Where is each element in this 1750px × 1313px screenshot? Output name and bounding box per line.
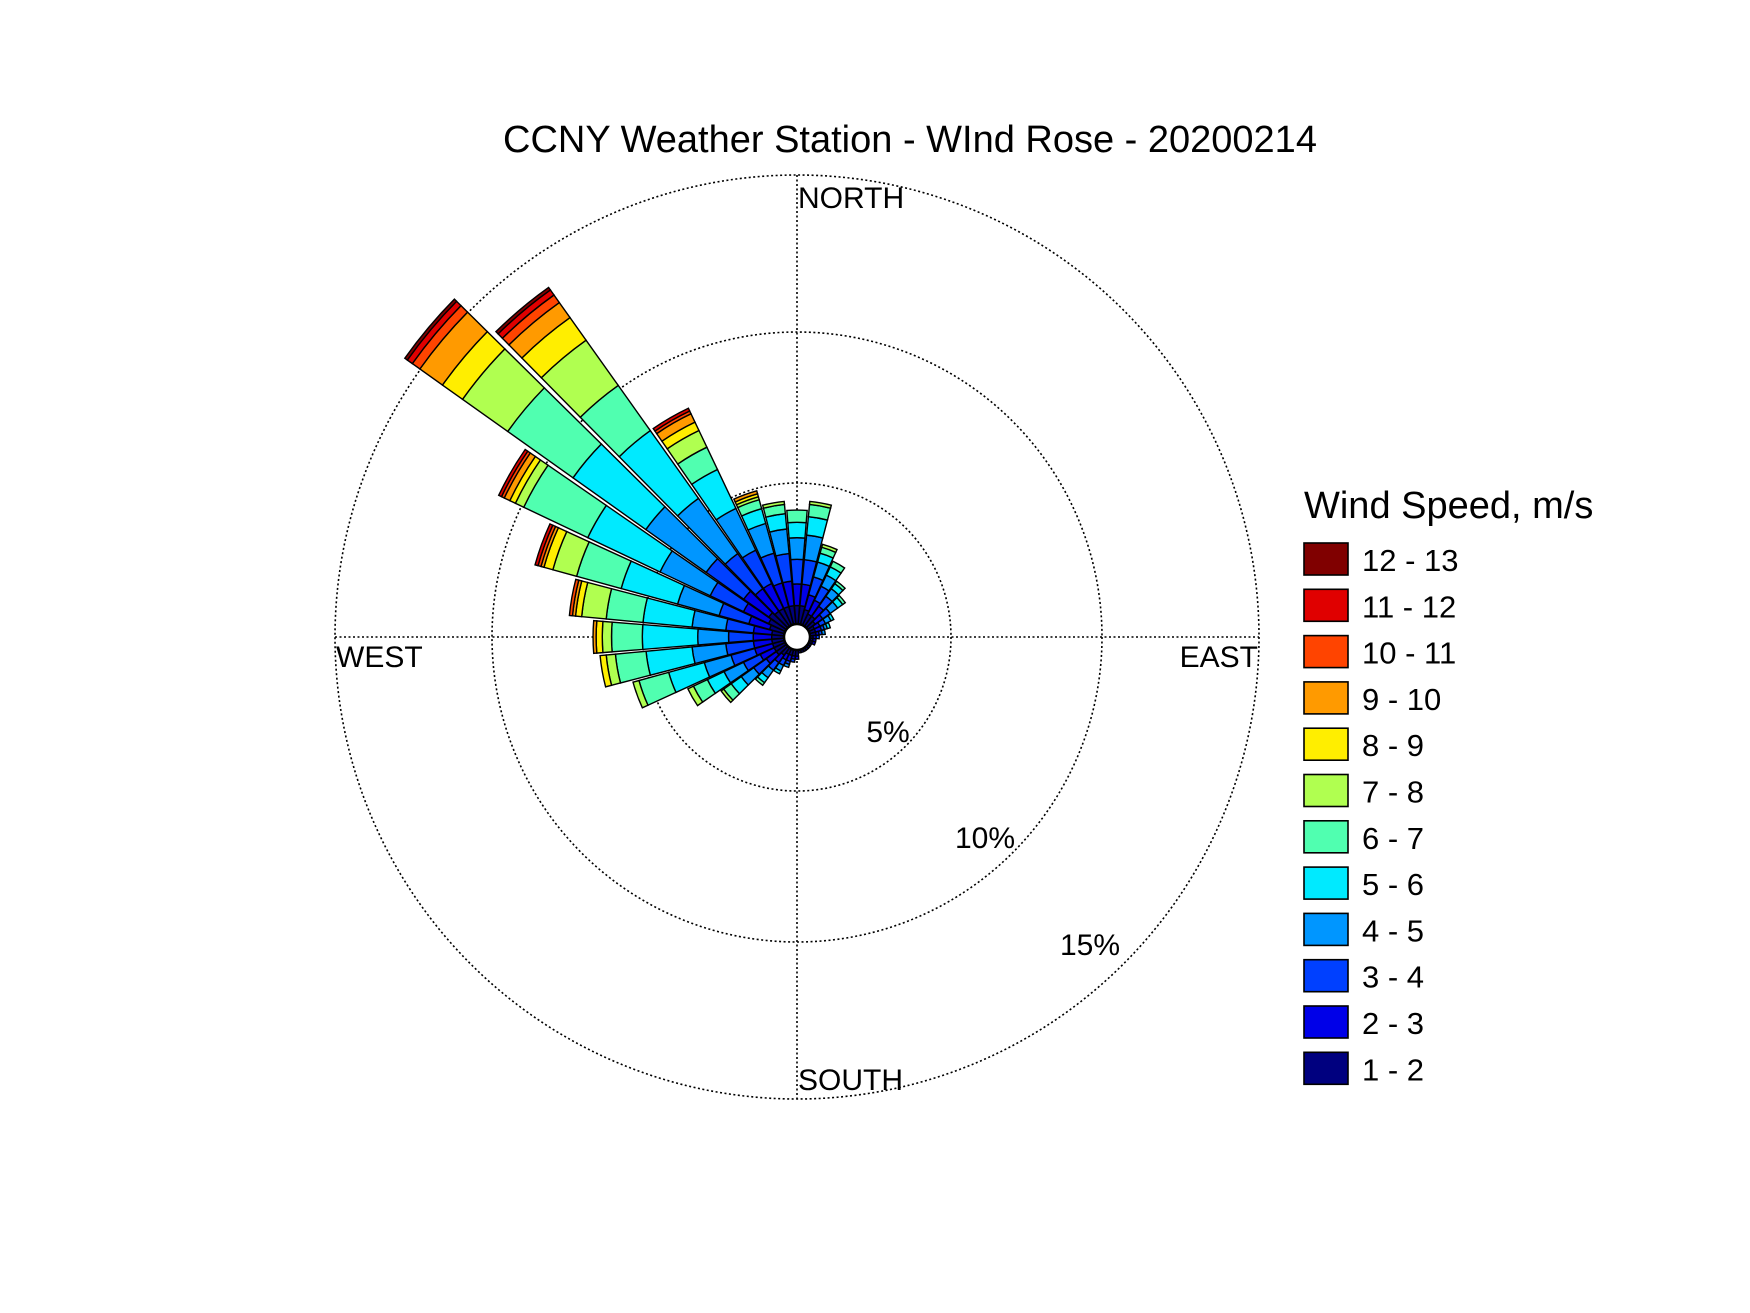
- sector-270-bin-6: [601, 620, 613, 654]
- sector-20-bin-6: [820, 543, 838, 554]
- sector-300-bin-10: [497, 448, 529, 498]
- legend-swatch-11: [1303, 542, 1349, 576]
- legend-label-0: 1 - 2: [1362, 1052, 1424, 1087]
- sector-0-bin-3: [788, 537, 806, 561]
- legend-label-1: 2 - 3: [1362, 1006, 1424, 1041]
- legend-swatch-1: [1303, 1005, 1349, 1039]
- direction-label-west: WEST: [336, 641, 423, 674]
- direction-label-north: NORTH: [798, 182, 904, 215]
- sector-280-bin-9: [568, 578, 580, 617]
- legend: 12 - 13 11 - 12 10 - 11 9 - 10 8 - 9 7 - 8 6 -…: [1303, 542, 1459, 1087]
- sector-310-bin-11: [403, 298, 458, 362]
- sector-110-bin-1: [810, 640, 817, 646]
- polar-grid: [334, 174, 1260, 1100]
- sector-290-bin-10: [534, 522, 554, 567]
- sector-0-bin-5: [786, 509, 808, 524]
- legend-swatch-9: [1303, 634, 1349, 669]
- legend-swatch-7: [1303, 727, 1349, 762]
- ring-label-15: 15%: [1060, 929, 1120, 962]
- sector-230-bin-6: [720, 688, 734, 704]
- sector-330-bin-10: [652, 407, 691, 433]
- sector-240-bin-6: [686, 685, 704, 707]
- legend-label-8: 9 - 10: [1362, 682, 1441, 717]
- sector-40-bin-5: [833, 580, 847, 592]
- sector-80-bin-3: [820, 628, 827, 636]
- legend-label-2: 3 - 4: [1362, 960, 1424, 995]
- legend-label-4: 5 - 6: [1362, 867, 1424, 902]
- sector-270-bin-5: [610, 621, 644, 653]
- direction-label-east: EAST: [1180, 641, 1258, 674]
- chart-title: CCNY Weather Station - WInd Rose - 20200…: [503, 119, 1317, 161]
- legend-label-3: 4 - 5: [1362, 913, 1424, 948]
- sector-320-bin-11: [494, 286, 552, 335]
- sector-260-bin-7: [599, 654, 613, 688]
- sector-0-bin-4: [787, 521, 807, 539]
- sector-270-bin-4: [641, 623, 699, 651]
- legend-title: Wind Speed, m/s: [1304, 485, 1593, 527]
- legend-swatch-10: [1303, 588, 1349, 623]
- ring-label-5: 5%: [866, 716, 909, 749]
- legend-swatch-5: [1303, 819, 1349, 854]
- sector-270-bin-3: [697, 628, 730, 646]
- sector-220-bin-5: [754, 675, 766, 687]
- legend-swatch-3: [1303, 912, 1349, 947]
- legend-label-10: 11 - 12: [1362, 589, 1456, 624]
- sector-270-bin-8: [592, 619, 598, 655]
- direction-label-south: SOUTH: [798, 1064, 903, 1097]
- legend-swatch-8: [1303, 681, 1349, 715]
- legend-label-5: 6 - 7: [1362, 821, 1424, 856]
- sector-340-bin-8: [732, 489, 759, 503]
- legend-label-6: 7 - 8: [1362, 775, 1424, 810]
- sector-350-bin-6: [761, 500, 786, 510]
- sector-30-bin-5: [829, 560, 846, 575]
- sector-250-bin-6: [632, 679, 649, 709]
- ring-label-10: 10%: [955, 822, 1015, 855]
- legend-label-9: 10 - 11: [1362, 636, 1456, 671]
- sector-10-bin-6: [808, 500, 833, 510]
- sector-60-bin-4: [827, 612, 835, 622]
- calm-center: [782, 622, 812, 652]
- sector-50-bin-5: [835, 594, 847, 606]
- legend-swatch-2: [1303, 958, 1349, 993]
- legend-swatch-4: [1303, 866, 1349, 900]
- legend-swatch-6: [1303, 773, 1349, 808]
- legend-label-11: 12 - 13: [1362, 543, 1459, 578]
- sector-270-bin-7: [595, 620, 604, 654]
- legend-swatch-0: [1303, 1051, 1349, 1086]
- sector-90-bin-2: [815, 634, 820, 640]
- wind-sectors: [403, 286, 847, 709]
- sector-0-bin-2: [790, 558, 804, 585]
- sector-70-bin-4: [824, 621, 832, 630]
- legend-label-7: 8 - 9: [1362, 728, 1424, 763]
